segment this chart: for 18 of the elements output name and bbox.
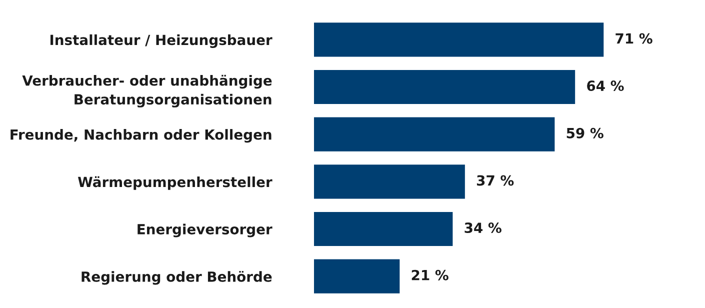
y-tick-label: Wärmepumpenhersteller	[78, 176, 272, 190]
bar	[314, 22, 604, 57]
bar	[314, 117, 555, 152]
bar	[314, 164, 465, 199]
data-label: 21 %	[412, 270, 448, 280]
data-label: 71 %	[616, 33, 652, 44]
bar	[314, 70, 576, 104]
data-label: 34 %	[464, 222, 502, 234]
data-label: 59 %	[566, 128, 604, 138]
bar	[314, 259, 400, 294]
bar	[314, 212, 453, 246]
data-label: 64 %	[587, 80, 624, 92]
y-tick-label: Freunde, Nachbarn oder Kollegen	[10, 129, 272, 143]
y-tick-label: Regierung oder Behörde	[82, 270, 272, 285]
y-tick-label: Verbraucher- oder unabhängige Beratungsorganisationen	[22, 74, 272, 108]
y-tick-label: Energieversorger	[138, 224, 272, 238]
data-label: 37 %	[476, 175, 514, 186]
y-tick-label: Installateur / Heizungsbauer	[50, 34, 272, 48]
